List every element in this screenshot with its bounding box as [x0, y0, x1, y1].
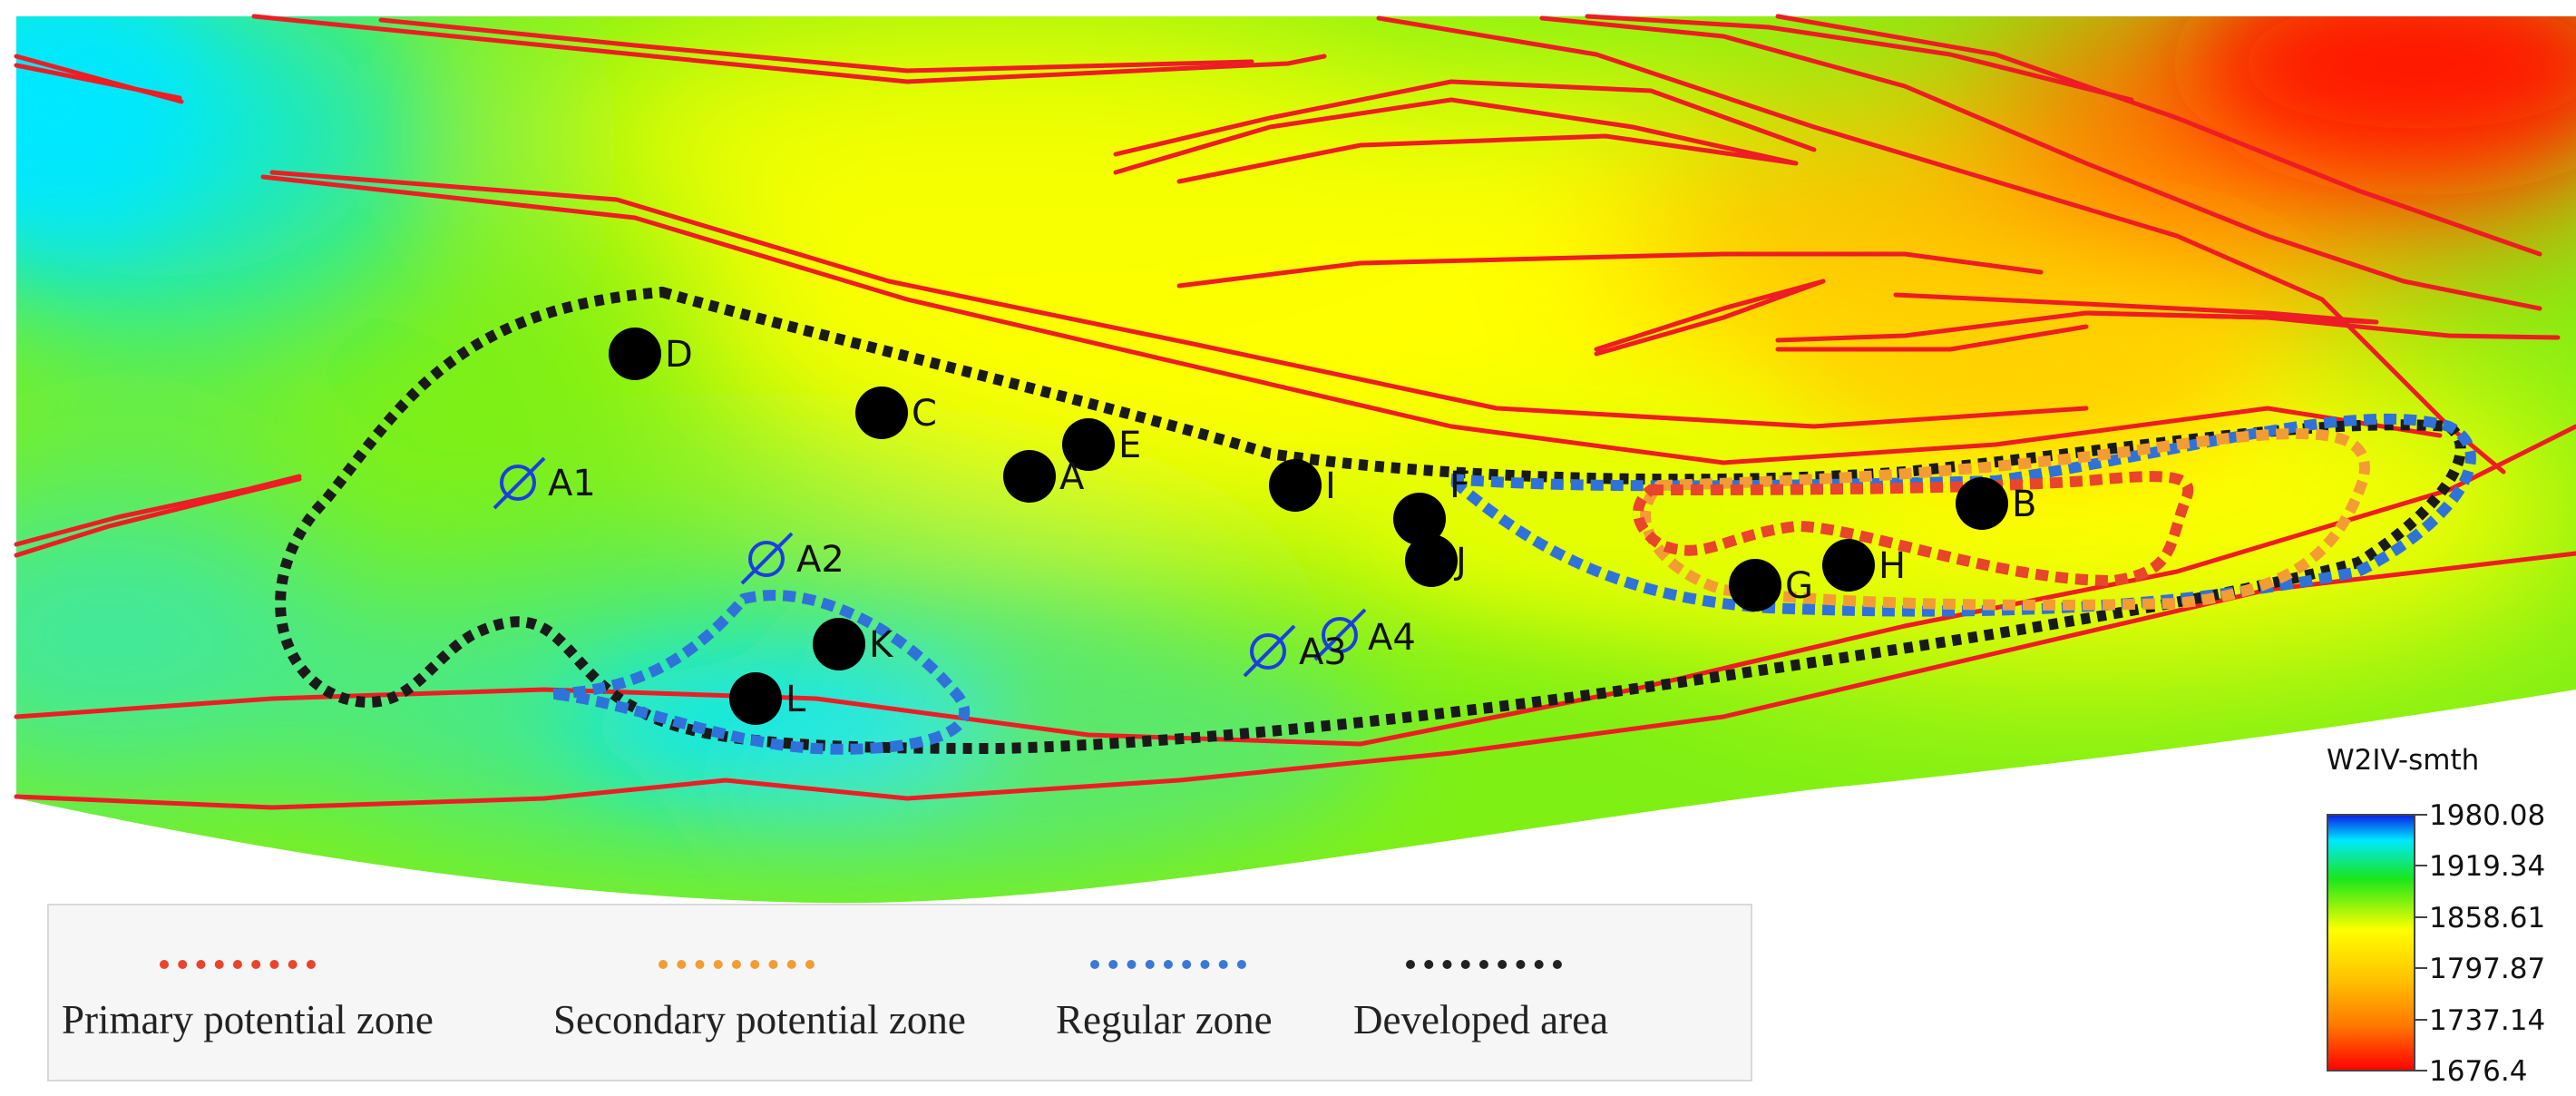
injector-label: A2 — [796, 539, 844, 581]
colorbar: W2IV-smth 1980.08 1919.34 1858.61 1797.8… — [2327, 744, 2545, 1088]
legend-label: Secondary potential zone — [553, 997, 966, 1042]
injector-circle-icon — [1250, 633, 1286, 670]
fault-line — [1176, 251, 2044, 289]
fault-line — [1893, 292, 2379, 325]
well-marker[interactable] — [813, 618, 865, 670]
injector-circle-icon — [500, 465, 536, 501]
well-label: F — [1449, 465, 1470, 506]
fault-line — [378, 17, 1254, 73]
injector-label: A4 — [1368, 617, 1416, 659]
well-marker[interactable] — [1729, 559, 1781, 612]
fault-line — [269, 170, 2089, 429]
legend-item-developed: Developed area — [1350, 905, 1712, 1083]
well-marker[interactable] — [1269, 459, 1322, 512]
well-label: G — [1785, 565, 1813, 607]
injector-arrow-icon — [1313, 608, 1367, 661]
colorbar-tick-label: 1980.08 — [2429, 799, 2545, 832]
legend-item-regular: Regular zone — [1052, 905, 1361, 1083]
injector-marker[interactable] — [1243, 624, 1296, 678]
well-marker[interactable] — [1956, 477, 2008, 530]
well-label: B — [2012, 484, 2036, 525]
colorbar-tick-label: 1737.14 — [2429, 1004, 2545, 1037]
fault-lines — [14, 14, 2576, 810]
fault-line — [14, 424, 2576, 747]
well-marker[interactable] — [1003, 450, 1056, 503]
injector-label: A3 — [1299, 631, 1347, 673]
fault-line — [14, 476, 302, 558]
injector-label: A1 — [548, 463, 596, 504]
injector-arrow-icon — [1243, 624, 1296, 678]
producer-well-labels: D C E A I F J B H G K L — [665, 334, 2036, 720]
fault-line — [260, 174, 2443, 465]
legend-label: Primary potential zone — [62, 997, 434, 1042]
regular-zone-outline-west — [552, 590, 971, 755]
producer-wells — [609, 328, 2008, 725]
injector-marker[interactable] — [1313, 608, 1367, 661]
injector-wells — [493, 456, 1367, 678]
fault-line — [1539, 15, 2542, 311]
colorbar-title: W2IV-smth — [2327, 744, 2479, 777]
colorbar-tick-label: 1858.61 — [2429, 902, 2545, 935]
well-label: J — [1453, 541, 1467, 582]
colorbar-tick-label: 1797.87 — [2429, 953, 2545, 985]
fault-line — [1376, 15, 2506, 475]
developed-area-outline — [275, 286, 2466, 755]
colorbar-ticks — [2415, 814, 2427, 1072]
injector-marker[interactable] — [740, 532, 794, 585]
legend-item-primary: Primary potential zone — [58, 905, 566, 1083]
well-marker[interactable] — [1822, 539, 1875, 592]
well-marker[interactable] — [729, 672, 782, 725]
fault-line — [1775, 14, 2542, 257]
fault-line — [1775, 324, 2089, 352]
injector-circle-icon — [1322, 617, 1358, 653]
well-marker[interactable] — [1393, 493, 1446, 545]
injector-arrow-icon — [493, 456, 546, 510]
injector-marker[interactable] — [493, 456, 546, 510]
fault-line — [14, 551, 2576, 810]
fault-line — [14, 63, 182, 101]
well-label: I — [1325, 465, 1336, 507]
fault-line — [251, 14, 1327, 84]
primary-zone-swatch — [160, 960, 316, 969]
legend-item-secondary: Secondary potential zone — [550, 905, 1058, 1083]
well-marker[interactable] — [855, 387, 908, 439]
colorbar-tick-label: 1919.34 — [2429, 850, 2545, 883]
secondary-zone-swatch — [659, 960, 815, 969]
well-label: D — [665, 334, 693, 376]
fault-line — [1585, 14, 2134, 103]
injector-arrow-icon — [740, 532, 794, 585]
legend-label: Regular zone — [1056, 997, 1273, 1042]
fault-line — [14, 474, 302, 547]
regular-zone-swatch — [1090, 960, 1246, 969]
fault-line — [1113, 79, 1817, 157]
well-label: H — [1878, 545, 1906, 587]
well-marker[interactable] — [1062, 418, 1115, 471]
well-label: A — [1059, 456, 1085, 498]
injector-circle-icon — [748, 541, 785, 577]
injector-labels: A1 A2 A3 A4 — [548, 463, 1416, 673]
well-label: C — [912, 393, 937, 435]
well-label: K — [869, 624, 894, 666]
fault-line — [1113, 97, 1799, 184]
well-marker[interactable] — [609, 328, 661, 380]
well-marker[interactable] — [1405, 534, 1458, 587]
legend: Primary potential zone Secondary potenti… — [47, 904, 1752, 1081]
well-label: E — [1118, 425, 1141, 466]
fault-line — [1594, 279, 1826, 357]
colorbar-tick-label: 1676.4 — [2429, 1055, 2527, 1088]
well-label: L — [785, 679, 806, 720]
developed-area-swatch — [1406, 960, 1562, 969]
colorbar-gradient — [2327, 814, 2415, 1072]
legend-label: Developed area — [1353, 997, 1609, 1042]
